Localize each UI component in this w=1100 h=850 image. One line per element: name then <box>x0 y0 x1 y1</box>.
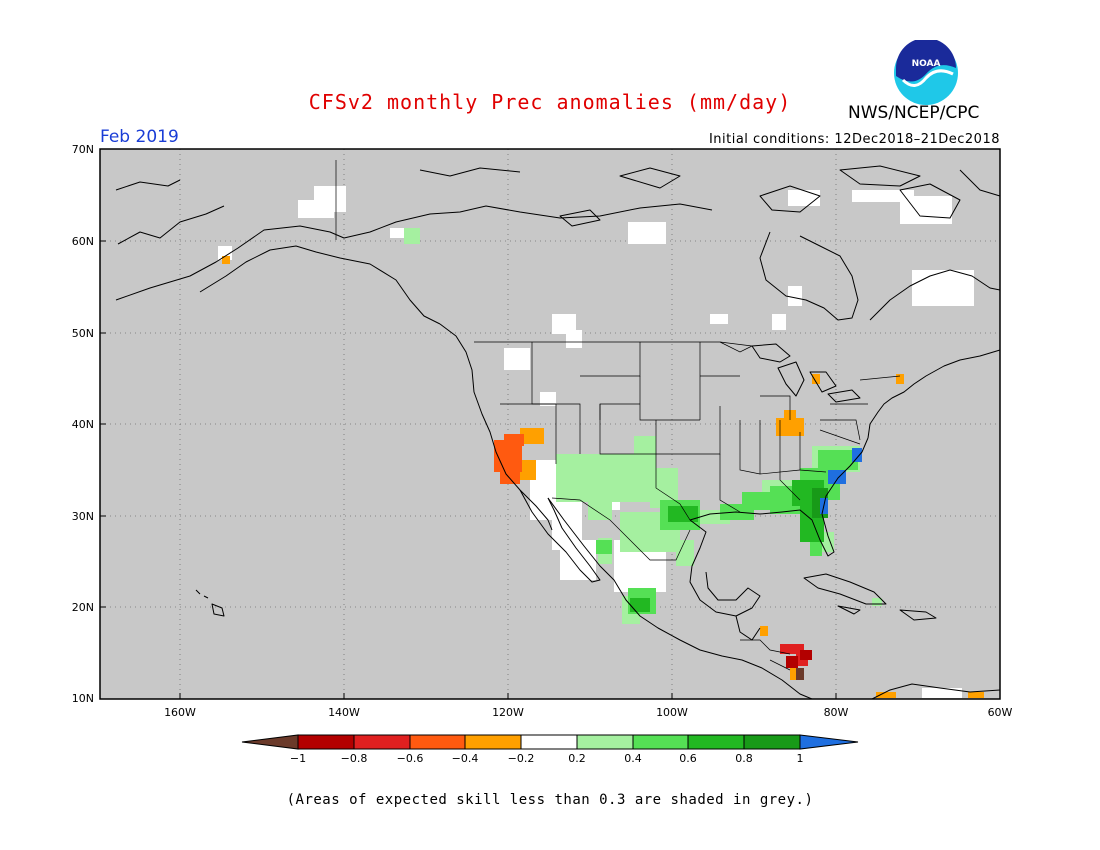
lon-label: 120W <box>492 706 524 719</box>
lon-label: 80W <box>823 706 849 719</box>
lat-label: 60N <box>71 235 94 248</box>
colorbar-tick: −1 <box>289 752 307 765</box>
colorbar-tick: 0.2 <box>568 752 586 765</box>
colorbar <box>241 734 859 750</box>
colorbar-tick: 0.6 <box>679 752 697 765</box>
noaa-logo: NOAA <box>894 40 958 105</box>
lon-label: 100W <box>656 706 688 719</box>
lat-label: 10N <box>71 692 94 705</box>
lat-label: 20N <box>71 601 94 614</box>
colorbar-tick: −0.2 <box>507 752 535 765</box>
lat-label: 50N <box>71 327 94 340</box>
colorbar-tick: 0.4 <box>624 752 642 765</box>
anomaly-shading <box>218 186 984 698</box>
colorbar-tick: −0.8 <box>340 752 368 765</box>
colorbar-tick: 0.8 <box>735 752 753 765</box>
lon-label: 140W <box>328 706 360 719</box>
colorbar-cell <box>687 734 745 750</box>
map-grid <box>100 149 1000 699</box>
colorbar-cell <box>409 734 466 750</box>
initial-conditions: Initial conditions: 12Dec2018–21Dec2018 <box>708 132 1000 147</box>
colorbar-tick: 1 <box>796 752 804 765</box>
skill-note: (Areas of expected skill less than 0.3 a… <box>286 792 814 808</box>
lat-label: 40N <box>71 418 94 431</box>
lon-label: 60W <box>987 706 1013 719</box>
noaa-logo-text: NOAA <box>912 59 941 69</box>
lat-label: 30N <box>71 510 94 523</box>
coastlines <box>115 165 1001 700</box>
forecast-month: Feb 2019 <box>100 127 179 147</box>
colorbar-right-arrow <box>799 734 859 750</box>
colorbar-cell <box>632 734 689 750</box>
colorbar-cell <box>297 734 355 750</box>
colorbar-tick: −0.6 <box>396 752 424 765</box>
map-title: CFSv2 monthly Prec anomalies (mm/day) <box>308 90 792 114</box>
political-boundaries <box>335 160 901 671</box>
lat-label: 70N <box>71 143 94 156</box>
colorbar-cell <box>576 734 634 750</box>
colorbar-cell <box>464 734 522 750</box>
org-label: NWS/NCEP/CPC <box>848 103 980 123</box>
colorbar-cell <box>743 734 801 750</box>
colorbar-cell <box>520 734 578 750</box>
colorbar-cell <box>353 734 411 750</box>
colorbar-tick: −0.4 <box>451 752 479 765</box>
colorbar-left-arrow <box>241 734 299 750</box>
lon-label: 160W <box>164 706 196 719</box>
